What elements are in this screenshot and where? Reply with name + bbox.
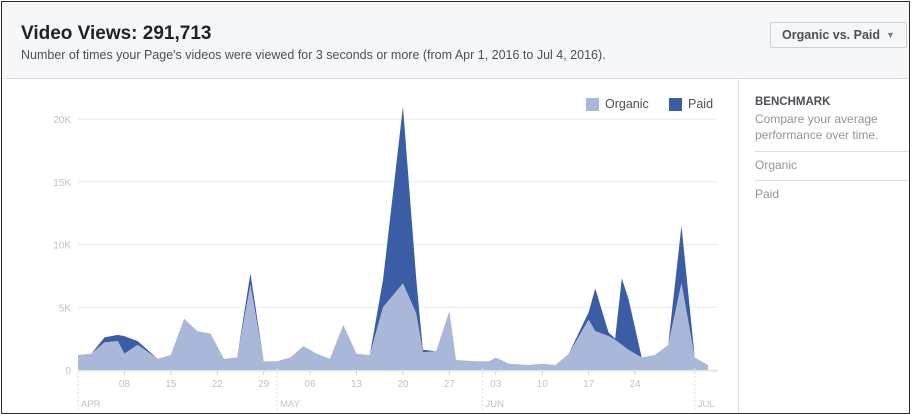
page-subtitle: Number of times your Page's videos were … xyxy=(21,48,606,62)
x-tick-label: 06 xyxy=(305,379,317,390)
legend-paid-label: Paid xyxy=(688,97,714,111)
x-tick-label: 15 xyxy=(165,379,177,390)
x-tick-label: 29 xyxy=(258,379,270,390)
paid-area[interactable] xyxy=(78,106,708,365)
caret-down-icon: ▼ xyxy=(886,30,895,40)
y-tick-label: 10K xyxy=(53,241,71,252)
x-tick-label: 17 xyxy=(583,379,595,390)
organic-area[interactable] xyxy=(78,283,708,370)
x-tick-label: 10 xyxy=(537,379,549,390)
x-tick-label: 22 xyxy=(212,379,224,390)
y-axis: 0 5K 10K 15K 20K xyxy=(53,115,71,377)
benchmark-item-paid[interactable]: Paid xyxy=(755,180,909,209)
y-tick-label: 15K xyxy=(53,178,71,189)
sidebar-divider xyxy=(738,79,739,413)
legend-organic-label: Organic xyxy=(605,97,649,111)
month-label: JUN xyxy=(486,399,505,410)
video-views-chart: 0 5K 10K 15K 20K 08 15 22 29 06 13 20 27 03 10 17 24 APR… xyxy=(53,106,718,410)
month-label: MAY xyxy=(280,399,301,410)
y-tick-label: 5K xyxy=(59,303,72,314)
page-title: Video Views: 291,713 xyxy=(21,23,212,44)
benchmark-item-organic[interactable]: Organic xyxy=(755,151,909,180)
legend-organic-swatch xyxy=(586,97,599,111)
x-tick-label: 27 xyxy=(444,379,456,390)
benchmark-description: Compare your average performance over ti… xyxy=(755,112,879,142)
x-tick-label: 24 xyxy=(629,379,641,390)
chart-areas xyxy=(78,106,708,370)
legend-paid[interactable]: Paid xyxy=(669,97,713,111)
legend-paid-swatch xyxy=(669,97,682,111)
x-tick-label: 03 xyxy=(490,379,502,390)
x-tick-label: 08 xyxy=(119,379,131,390)
x-axis: 08 15 22 29 06 13 20 27 03 10 17 24 APR MAY JUN JUL xyxy=(77,368,718,410)
benchmark-title: BENCHMARK xyxy=(755,96,831,108)
comparison-dropdown-label: Organic vs. Paid xyxy=(782,28,881,42)
month-label: APR xyxy=(81,399,101,410)
legend-organic[interactable]: Organic xyxy=(586,97,649,111)
month-label: JUL xyxy=(698,399,715,410)
panel-header: Video Views: 291,713 Number of times you… xyxy=(2,2,909,79)
x-tick-label: 20 xyxy=(397,379,409,390)
comparison-dropdown[interactable]: Organic vs. Paid ▼ xyxy=(770,22,907,48)
benchmark-sidebar: BENCHMARK Compare your average performan… xyxy=(739,79,909,413)
y-tick-label: 20K xyxy=(53,115,71,126)
y-tick-label: 0 xyxy=(65,366,71,377)
x-tick-label: 13 xyxy=(351,379,363,390)
